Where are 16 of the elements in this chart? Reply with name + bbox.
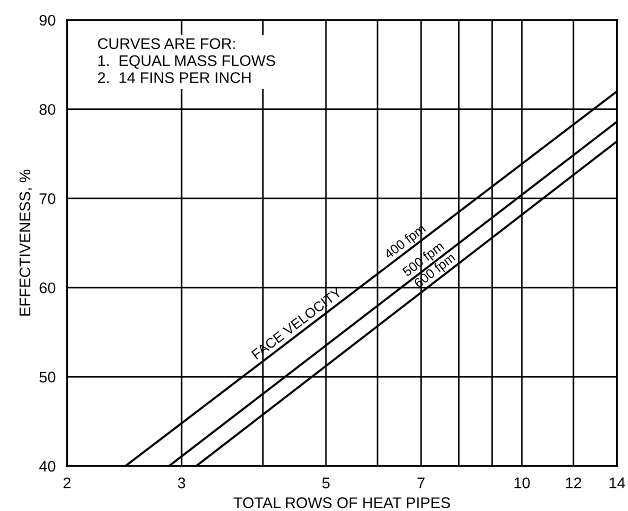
x-tick-label: 3	[178, 478, 186, 488]
y-tick-label: 50	[40, 372, 56, 382]
x-tick-label: 10	[514, 478, 530, 488]
x-tick-label: 5	[322, 478, 330, 488]
x-tick-label: 12	[566, 478, 582, 488]
annotation: CURVES ARE FOR: 1. EQUAL MASS FLOWS 2. 14 FINS PER INCH	[98, 38, 276, 84]
y-tick-label: 90	[40, 14, 56, 26]
x-axis-title: TOTAL ROWS OF HEAT PIPES	[234, 497, 450, 508]
x-tick-label: 7	[418, 478, 425, 488]
y-tick-label: 70	[40, 193, 56, 204]
y-axis-title: EFFECTIVENESS, %	[20, 170, 32, 316]
x-tick-label: 2	[64, 478, 70, 488]
x-tick-label: 14	[610, 478, 626, 488]
y-tick-label: 40	[39, 460, 56, 472]
y-tick-label: 60	[40, 282, 56, 294]
y-tick-label: 80	[40, 104, 56, 115]
